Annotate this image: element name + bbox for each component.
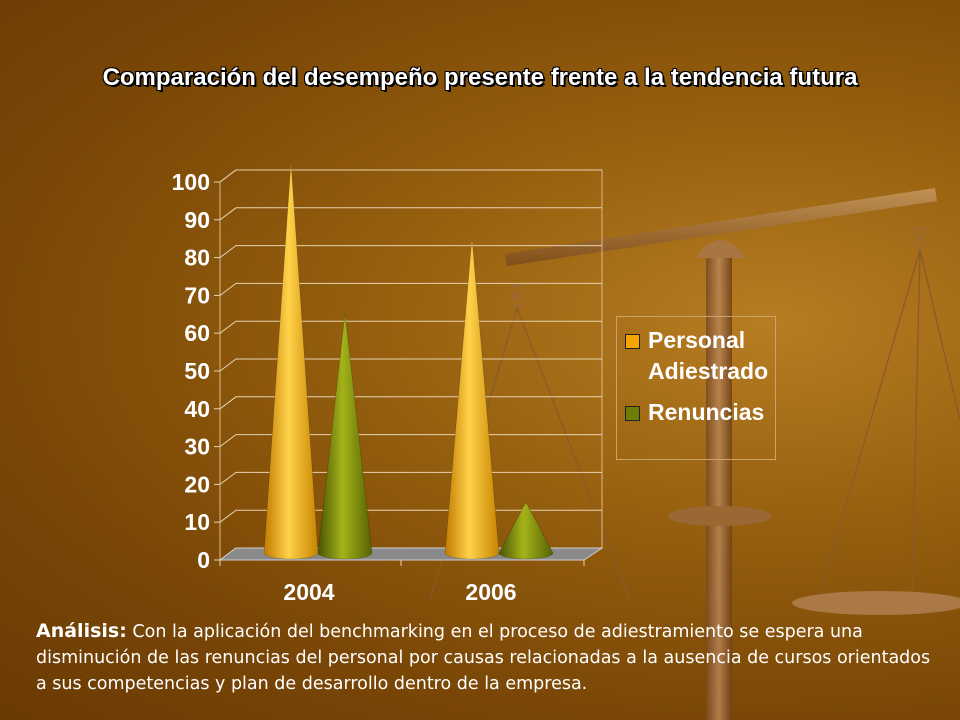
legend-swatch-personal: [625, 334, 640, 349]
analysis-text: Con la aplicación del benchmarking en el…: [36, 622, 931, 694]
gridline: [219, 245, 602, 259]
cone-renuncias-2006: [498, 501, 554, 560]
legend-label-renuncias: Renuncias: [648, 399, 765, 425]
y-tick-label: 70: [184, 282, 210, 308]
y-tick-label: 10: [184, 509, 210, 535]
cone-renuncias-2004: [317, 313, 373, 560]
y-tick-label: 60: [184, 320, 210, 346]
slide-title: Comparación del desempeño presente frent…: [102, 64, 858, 91]
analysis-label: Análisis:: [36, 620, 127, 642]
legend-label-personal-line1: Personal: [648, 327, 746, 353]
analysis-paragraph: Análisis: Con la aplicación del benchmar…: [36, 618, 936, 697]
x-category-label: 2004: [283, 579, 334, 605]
y-tick-label: 20: [184, 471, 210, 497]
gridline: [219, 320, 602, 334]
cone-personal-adiestrado-2004: [263, 161, 319, 560]
y-tick-label: 50: [184, 358, 210, 384]
gridline: [219, 207, 602, 221]
cone-personal-adiestrado-2006: [444, 237, 500, 560]
x-category-label: 2006: [465, 579, 516, 605]
y-tick-label: 0: [197, 547, 210, 573]
legend-item-personal: Personal Adiestrado: [625, 325, 768, 387]
y-tick-label: 90: [184, 207, 210, 233]
gridline: [219, 169, 602, 183]
y-tick-label: 80: [184, 245, 210, 271]
y-tick-label: 40: [184, 396, 210, 422]
gridline: [219, 282, 602, 296]
y-tick-label: 30: [184, 434, 210, 460]
legend-item-renuncias: Renuncias: [625, 397, 764, 428]
chart-legend: Personal Adiestrado Renuncias: [616, 316, 776, 460]
legend-label-personal-line2: Adiestrado: [648, 358, 769, 384]
legend-swatch-renuncias: [625, 406, 640, 421]
y-tick-label: 100: [172, 169, 210, 195]
